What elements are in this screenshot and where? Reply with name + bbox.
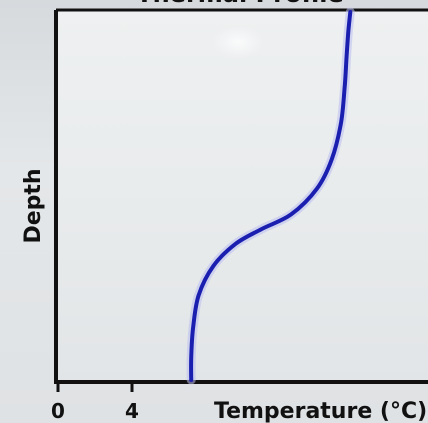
y-axis-label: Depth [21,168,46,243]
series-line [189,10,353,382]
chart-title-text: Thermal Profile [136,0,344,8]
plot-glare [212,26,264,58]
plot-background [56,10,428,382]
plot-frame [54,8,428,384]
chart-title: Thermal Profile [136,0,344,8]
x-axis-label: Temperature (°C) [214,399,427,423]
x-tick-label-0: 0 [51,399,65,423]
x-tick-label-1: 4 [125,399,139,423]
